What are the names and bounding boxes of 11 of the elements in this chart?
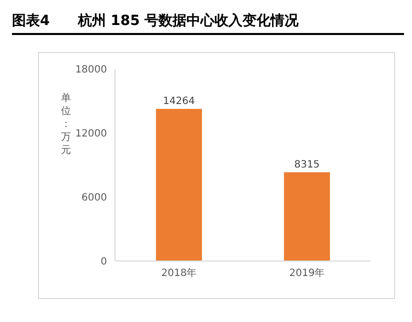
chart-title: 图表4 [12, 12, 50, 30]
x-tick-label: 2018年 [161, 267, 197, 280]
data-label: 8315 [294, 159, 320, 170]
y-tick-label: 18000 [75, 64, 107, 76]
y-tick-label: 12000 [75, 128, 107, 140]
data-label: 14264 [163, 96, 195, 107]
y-tick-label: 0 [100, 256, 107, 268]
x-tick-label: 2019年 [289, 267, 325, 280]
y-tick-label: 6000 [82, 192, 107, 204]
y-axis-title: 单位：万元 [60, 92, 72, 157]
chart-subtitle: 杭州 185 号数据中心收入变化情况 [78, 12, 299, 30]
